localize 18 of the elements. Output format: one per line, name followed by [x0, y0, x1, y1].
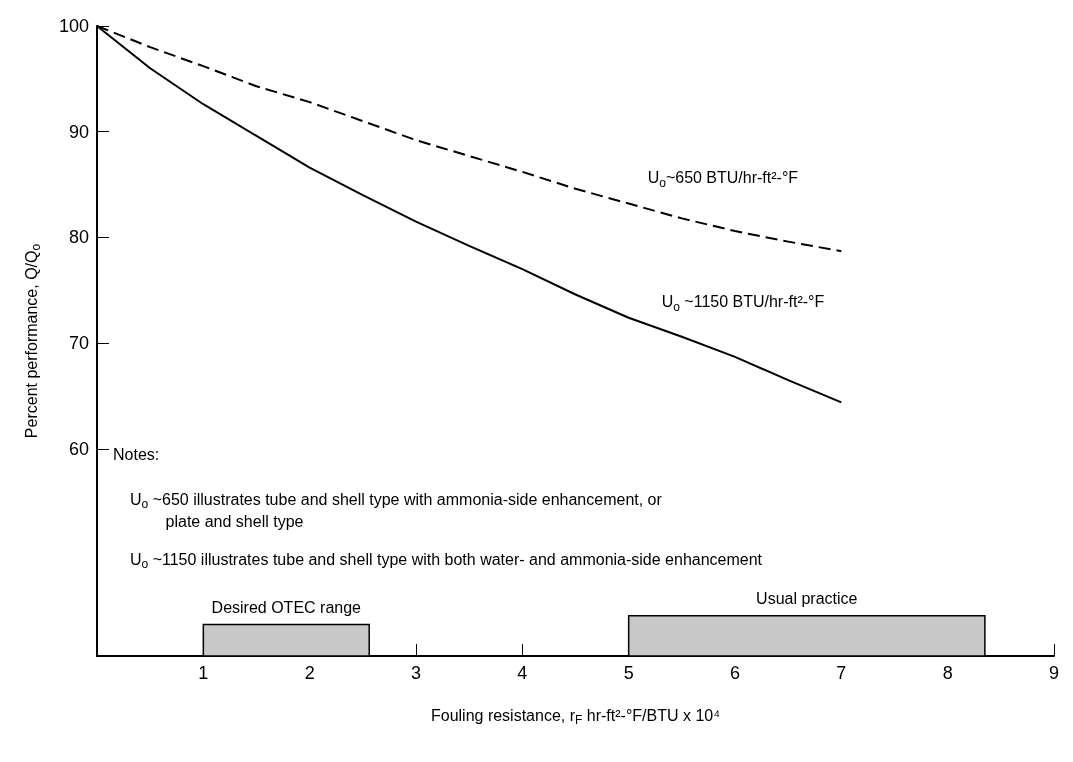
annotation: Notes: [113, 445, 160, 463]
y-tick-label: 100 [58, 16, 89, 36]
y-tick-label: 70 [68, 333, 89, 354]
y-tick-label: 80 [68, 227, 89, 248]
x-tick-label: 2 [304, 663, 315, 683]
y-tick-label: 60 [68, 438, 89, 459]
band-label: Usual practice [756, 590, 858, 608]
y-tick-label: 90 [68, 121, 89, 142]
y-axis-title: Percent performance, Q/Qo [22, 243, 43, 439]
x-tick-label: 3 [410, 663, 422, 683]
band-label: Desired OTEC range [211, 599, 362, 617]
x-tick-label: 4 [517, 663, 528, 683]
x-tick-label: 5 [623, 663, 634, 683]
x-tick-label: 8 [942, 663, 953, 683]
x-tick-label: 9 [1048, 663, 1060, 683]
x-tick-label: 7 [836, 663, 847, 683]
x-tick-label: 6 [729, 663, 741, 683]
x-tick-label: 1 [198, 663, 209, 683]
